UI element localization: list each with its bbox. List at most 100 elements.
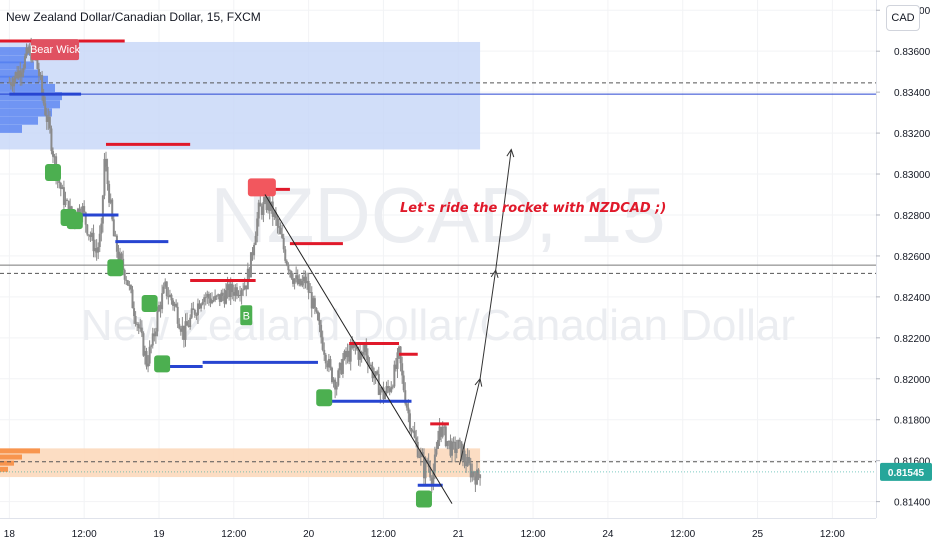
candle-body <box>435 448 438 455</box>
candle-body <box>373 376 376 379</box>
candle-body <box>117 251 120 261</box>
candle-body <box>402 375 405 391</box>
candle-body <box>235 287 238 296</box>
candle-body <box>225 290 228 304</box>
candle-body <box>254 235 257 245</box>
candle-body <box>48 116 51 129</box>
green-signal-marker <box>107 259 124 277</box>
candle-body <box>184 321 187 340</box>
candle-body <box>323 349 326 355</box>
candle-body <box>346 350 349 358</box>
candle-body <box>365 344 368 356</box>
x-tick-label: 12:00 <box>670 529 695 540</box>
candle-body <box>109 199 112 203</box>
candle-body <box>398 346 401 353</box>
candle-body <box>408 413 411 430</box>
candle-body <box>253 244 256 256</box>
candle-body <box>101 195 104 224</box>
candle-body <box>279 227 282 235</box>
candle-body <box>186 321 189 326</box>
bear-wick-label: Bear Wick <box>30 44 81 56</box>
y-tick-label: 0.82600 <box>894 252 931 263</box>
candle-body <box>139 327 142 329</box>
candle-body <box>288 270 291 272</box>
candle-body <box>449 440 452 456</box>
candle-body <box>265 196 268 211</box>
candle-body <box>137 324 140 329</box>
candle-body <box>293 278 296 284</box>
candle-body <box>98 233 101 247</box>
candle-body <box>304 276 307 284</box>
candle-body <box>348 350 351 362</box>
candle-body <box>8 81 11 83</box>
candle-body <box>221 292 224 296</box>
projection-segment <box>459 378 481 465</box>
candle-body <box>413 430 416 438</box>
candle-body <box>165 281 168 297</box>
candle-body <box>207 293 210 299</box>
candle-body <box>136 323 139 325</box>
volume-profile-bar <box>0 466 8 472</box>
candle-body <box>329 359 332 368</box>
candle-body <box>292 278 295 284</box>
candle-body <box>44 103 47 115</box>
rocket-annotation: Let's ride the rocket with NZDCAD ;) <box>400 201 666 216</box>
candle-body <box>23 56 26 69</box>
candle-body <box>78 208 81 216</box>
candle-body <box>245 285 248 290</box>
volume-profile-bar <box>0 108 52 117</box>
projection-segment <box>495 149 512 271</box>
candle-body <box>181 325 184 332</box>
candle-body <box>430 477 433 485</box>
candle-body <box>39 74 42 77</box>
candle-body <box>61 187 64 189</box>
candle-body <box>87 234 90 236</box>
candle-body <box>13 78 16 87</box>
candle-body <box>316 311 319 321</box>
volume-profile-bar <box>0 47 30 56</box>
x-tick-label: 24 <box>602 529 614 540</box>
green-signal-marker <box>141 295 158 313</box>
candle-body <box>287 264 290 271</box>
candle-body <box>390 386 393 392</box>
candle-body <box>218 294 221 302</box>
candle-body <box>404 390 407 404</box>
supply-zone <box>0 41 481 150</box>
candle-body <box>125 279 128 281</box>
x-tick-label: 19 <box>153 529 165 540</box>
candle-body <box>407 407 410 414</box>
x-tick-label: 21 <box>453 529 465 540</box>
candle-body <box>424 459 427 479</box>
candle-body <box>334 379 337 390</box>
candle-body <box>62 187 65 205</box>
candle-body <box>128 285 131 287</box>
candle-body <box>422 456 425 479</box>
candle-body <box>337 370 340 386</box>
candle-body <box>112 219 115 237</box>
candle-body <box>154 331 157 337</box>
candle-body <box>345 351 348 358</box>
candle-body <box>341 358 344 374</box>
candle-body <box>260 206 263 215</box>
candle-body <box>391 386 394 388</box>
candle-body <box>19 70 22 77</box>
buy-signal-marker <box>240 305 253 326</box>
candle-body <box>387 386 390 389</box>
candle-body <box>376 371 379 375</box>
projection-segment <box>479 270 497 379</box>
last-price-label: 0.81545 <box>888 468 925 479</box>
candle-body <box>298 279 301 285</box>
candle-body <box>95 248 98 253</box>
candle-body <box>41 74 44 93</box>
candle-body <box>454 441 457 453</box>
candle-body <box>126 280 129 286</box>
bear-wick-marker <box>31 39 80 61</box>
candle-body <box>310 292 313 309</box>
y-tick-label: 0.82800 <box>894 211 931 222</box>
candle-body <box>148 346 151 364</box>
candle-body <box>143 351 146 356</box>
currency-button[interactable]: CAD <box>886 5 920 31</box>
candle-body <box>25 47 28 57</box>
candle-body <box>198 303 201 309</box>
